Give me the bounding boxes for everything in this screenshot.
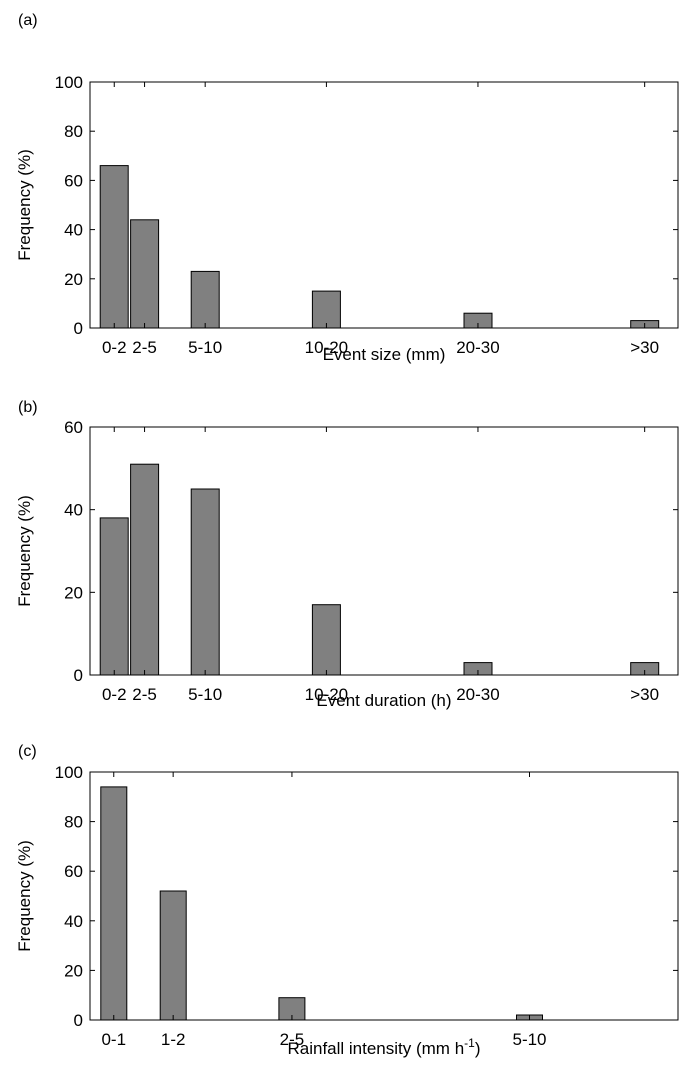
y-tick-label: 40 <box>64 912 83 931</box>
x-tick-label: 5-10 <box>188 338 222 357</box>
y-tick-label: 80 <box>64 122 83 141</box>
y-tick-label: 100 <box>55 763 83 782</box>
panel-label: (b) <box>18 399 38 416</box>
panel-label: (a) <box>18 12 38 29</box>
plot-frame <box>89 81 679 329</box>
y-tick-label: 20 <box>64 583 83 602</box>
bar-5-10 <box>190 488 220 676</box>
plot-frame <box>89 771 679 1021</box>
panel-label: (c) <box>18 743 37 760</box>
plot-frame <box>89 426 679 676</box>
x-tick-label: 10-20 <box>305 338 348 357</box>
bar-10-20 <box>311 604 341 676</box>
x-tick-label: 0-2 <box>102 338 127 357</box>
x-axis-label: Rainfall intensity (mm h-1) <box>287 1036 480 1058</box>
y-tick-label: 60 <box>64 418 83 437</box>
y-tick-label: 20 <box>64 961 83 980</box>
bar-10-20 <box>311 290 341 329</box>
bar-2-5 <box>130 219 160 329</box>
x-tick-label: 5-10 <box>188 685 222 704</box>
chart-panel-1: (b) 0 20 40 60 0-2 2-5 5-10 10-20 20-30 >30 Event d… <box>15 399 679 710</box>
y-tick-label: 0 <box>74 1011 83 1030</box>
y-axis-label: Frequency (%) <box>15 840 34 951</box>
y-tick-label: 100 <box>55 73 83 92</box>
x-tick-label: 2-5 <box>280 1030 305 1049</box>
bar-0-1 <box>100 786 128 1021</box>
chart-panel-0: (a) 0 20 40 60 80 100 0-2 2-5 5-10 10-20 20-30 >30 Ev… <box>15 12 679 364</box>
x-tick-label: 1-2 <box>161 1030 186 1049</box>
x-tick-label: >30 <box>630 338 659 357</box>
x-tick-label: >30 <box>630 685 659 704</box>
x-axis-label: Event size (mm) <box>323 345 446 364</box>
y-tick-label: 20 <box>64 270 83 289</box>
y-tick-label: 0 <box>74 319 83 338</box>
x-tick-label: 2-5 <box>132 685 157 704</box>
bar-1-2 <box>159 890 187 1021</box>
y-tick-label: 60 <box>64 171 83 190</box>
x-tick-label: 0-2 <box>102 685 127 704</box>
x-tick-label: 2-5 <box>132 338 157 357</box>
bar-0-2 <box>99 165 129 329</box>
y-tick-label: 60 <box>64 862 83 881</box>
y-tick-label: 80 <box>64 813 83 832</box>
y-axis-label: Frequency (%) <box>15 149 34 260</box>
x-tick-label: 0-1 <box>101 1030 126 1049</box>
bar-0-2 <box>99 517 129 676</box>
bar-2-5 <box>130 463 160 676</box>
x-tick-label: 20-30 <box>456 685 499 704</box>
y-tick-label: 40 <box>64 221 83 240</box>
x-tick-label: 5-10 <box>512 1030 546 1049</box>
x-tick-label: 20-30 <box>456 338 499 357</box>
y-axis-label: Frequency (%) <box>15 495 34 606</box>
x-tick-label: 10-20 <box>305 685 348 704</box>
bar-5-10 <box>190 270 220 329</box>
chart-panel-2: (c) 0 20 40 60 80 100 0-1 1-2 2-5 5-10 Rainfall int… <box>15 743 679 1058</box>
y-tick-label: 0 <box>74 666 83 685</box>
y-tick-label: 40 <box>64 501 83 520</box>
x-axis-label: Event duration (h) <box>316 691 451 710</box>
